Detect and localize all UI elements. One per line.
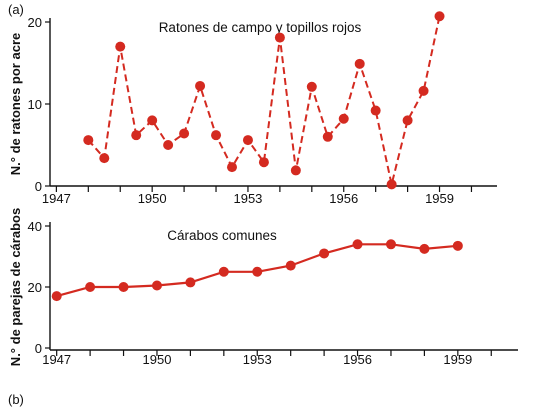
panel-letter: (a)	[8, 2, 24, 17]
data-point	[402, 115, 413, 126]
data-point	[452, 240, 463, 251]
data-point	[115, 41, 126, 52]
panel-title: Ratones de campo y topillos rojos	[159, 20, 362, 35]
panel-letter: (b)	[8, 392, 24, 407]
data-point	[99, 153, 110, 164]
x-tick-label: 1947	[42, 191, 71, 206]
y-tick-label: 0	[35, 179, 42, 194]
x-tick-label: 1950	[138, 191, 167, 206]
data-point	[352, 239, 363, 250]
y-tick-label: 0	[35, 341, 42, 356]
y-tick-label: 20	[28, 280, 42, 295]
data-point	[118, 282, 129, 292]
data-point	[385, 239, 396, 250]
data-point	[147, 115, 158, 126]
data-point	[211, 130, 222, 141]
x-tick-label: 1950	[143, 352, 172, 367]
x-tick-label: 1953	[233, 191, 262, 206]
data-point	[418, 85, 429, 96]
data-point	[306, 81, 317, 92]
x-tick-label: 1959	[443, 352, 472, 367]
data-point	[419, 243, 430, 254]
data-point	[163, 140, 174, 150]
data-point	[434, 11, 445, 22]
data-point	[285, 260, 296, 271]
x-tick-label: 1947	[42, 352, 71, 367]
panel-title: Cárabos comunes	[167, 228, 277, 243]
y-axis-label: N.° de ratones por acre	[8, 33, 23, 175]
data-point	[83, 135, 94, 146]
panel-a: 0 10 20 1947 1950 1953 1956 1959 Ratones de camp…	[8, 2, 497, 206]
x-tick-label: 1959	[425, 191, 454, 206]
data-point	[252, 266, 263, 277]
data-point	[179, 128, 190, 139]
y-tick-label: 40	[28, 219, 42, 234]
data-point	[218, 266, 229, 277]
y-axis-label: N.° de parejas de cárabos	[8, 208, 23, 366]
data-point	[131, 130, 142, 141]
data-point	[386, 179, 397, 190]
data-point	[370, 105, 381, 116]
data-point	[242, 135, 253, 146]
data-point	[290, 165, 301, 176]
x-tick-label: 1956	[329, 191, 358, 206]
data-point	[151, 280, 162, 291]
series-line	[87, 16, 441, 185]
panel-b: 0 20 40 1947 1950 1953 1956 1959 Cárabos comunes…	[8, 208, 518, 407]
data-point	[51, 291, 62, 302]
x-tick-label: 1956	[343, 352, 372, 367]
y-tick-label: 10	[28, 97, 42, 112]
data-point	[195, 80, 206, 91]
data-point	[185, 277, 196, 288]
data-point	[319, 248, 330, 259]
data-point	[85, 282, 96, 292]
data-point	[258, 157, 269, 168]
data-point	[354, 58, 365, 69]
y-tick-label: 20	[28, 15, 42, 30]
data-point	[322, 131, 333, 142]
data-point	[274, 32, 285, 43]
data-point	[338, 113, 349, 124]
data-point	[226, 162, 237, 173]
x-tick-label: 1953	[243, 352, 272, 367]
